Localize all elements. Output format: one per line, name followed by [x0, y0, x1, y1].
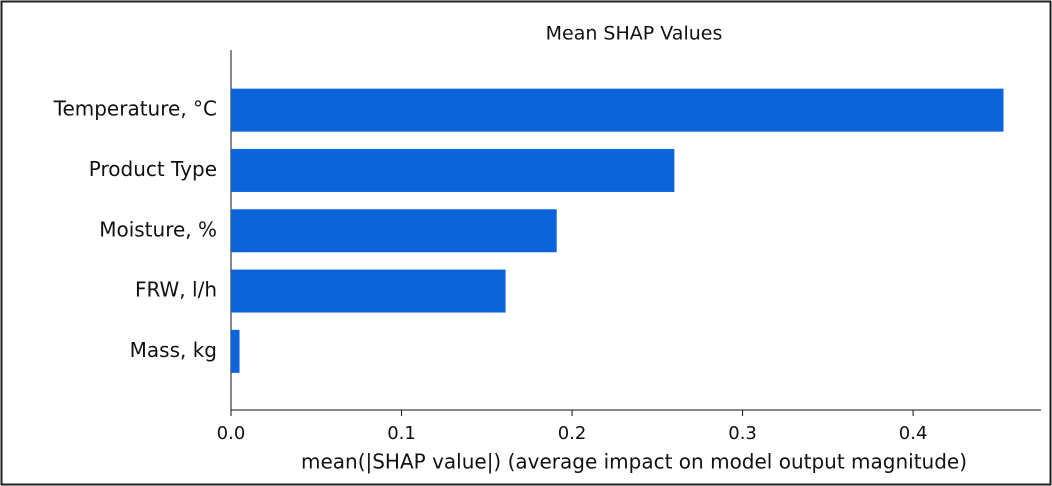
- y-tick-label: Mass, kg: [130, 338, 217, 362]
- x-tick-label: 0.0: [217, 423, 246, 444]
- bar: [231, 209, 557, 253]
- x-axis-label: mean(|SHAP value|) (average impact on mo…: [301, 450, 967, 474]
- y-tick-label: Temperature, °C: [53, 97, 217, 121]
- x-tick-label: 0.1: [387, 423, 416, 444]
- bar: [231, 148, 675, 192]
- bar: [231, 329, 240, 373]
- x-tick-label: 0.2: [558, 423, 587, 444]
- bar: [231, 88, 1004, 132]
- y-tick-label: Moisture, %: [99, 217, 217, 241]
- y-tick-label: Product Type: [89, 157, 217, 181]
- bar: [231, 269, 506, 313]
- y-tick-label: FRW, l/h: [135, 278, 217, 302]
- chart-title: Mean SHAP Values: [546, 23, 723, 45]
- x-tick-label: 0.3: [728, 423, 757, 444]
- x-tick-label: 0.4: [899, 423, 928, 444]
